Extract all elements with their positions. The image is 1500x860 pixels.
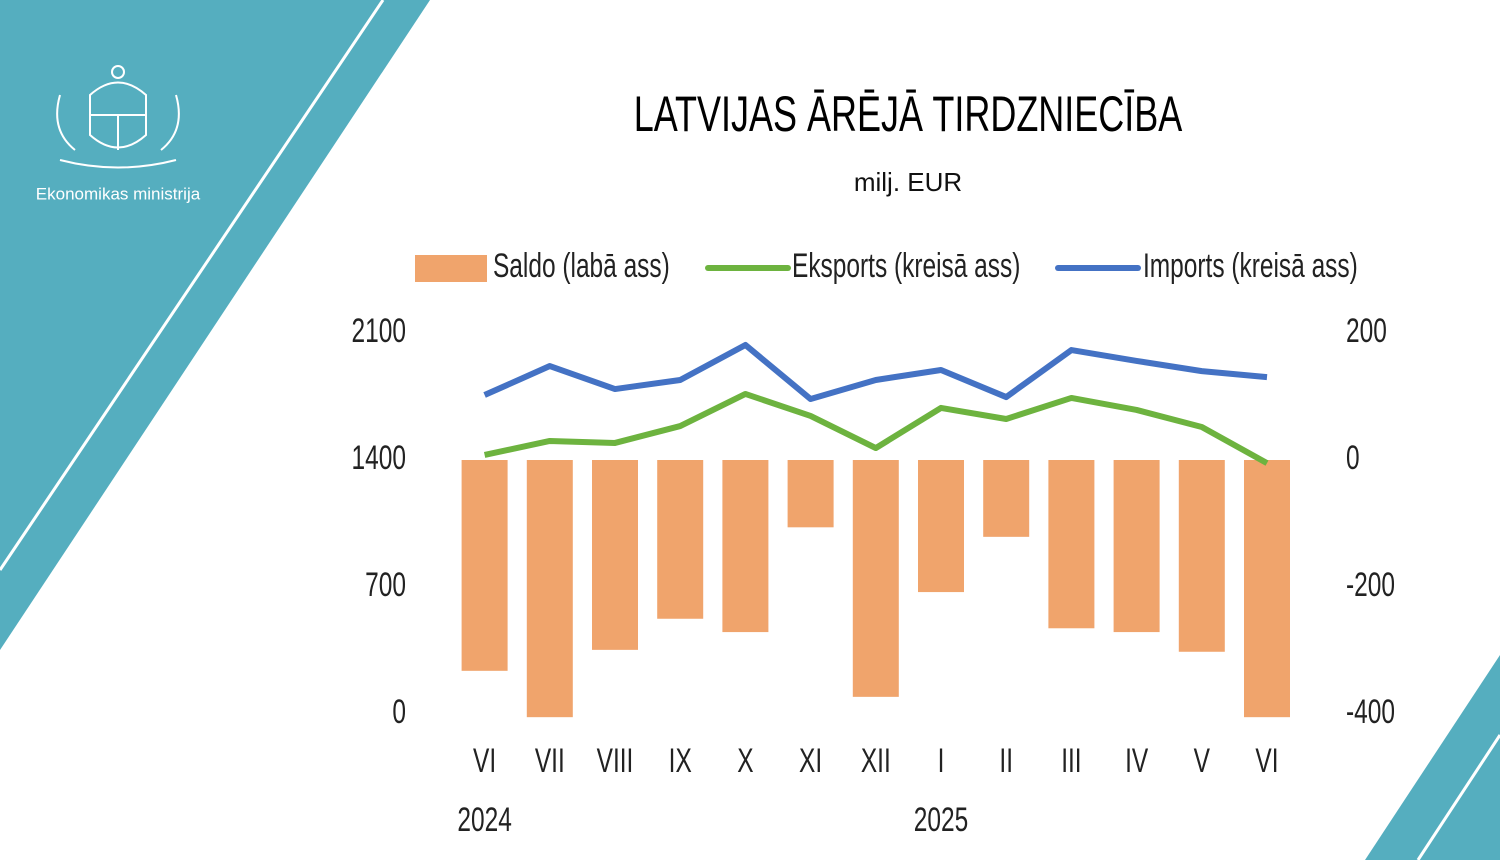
y2-tick-label: 200 <box>1346 312 1387 350</box>
x-tick-label: XI <box>799 742 822 780</box>
bar <box>852 460 899 697</box>
line <box>483 341 1268 403</box>
x-tick-label: II <box>999 742 1013 780</box>
x-tick-label: III <box>1061 742 1081 780</box>
legend-label: Imports (kreisā ass) <box>1143 247 1358 285</box>
y-tick-label: 0 <box>392 693 406 731</box>
bar <box>983 460 1030 537</box>
bar <box>1244 460 1290 718</box>
legend-label: Saldo (labā ass) <box>493 247 670 285</box>
x-tick-label: I <box>938 742 945 780</box>
org-name: Ekonomikas ministrija <box>36 184 201 203</box>
chart-subtitle: milj. EUR <box>854 167 962 197</box>
bar <box>787 460 834 528</box>
bar <box>1178 460 1225 652</box>
bar <box>722 460 769 633</box>
bar <box>1048 460 1095 629</box>
emblem <box>56 65 180 169</box>
bar <box>461 460 508 671</box>
x-tick-label: X <box>737 742 754 780</box>
bar <box>657 460 704 619</box>
bar <box>526 460 573 718</box>
line <box>483 390 1269 466</box>
legend-swatch <box>415 255 487 282</box>
background-shape <box>1365 655 1500 860</box>
year-label: 2024 <box>457 801 511 839</box>
y2-tick-label: 0 <box>1346 439 1360 477</box>
chart-title: LATVIJAS ĀRĒJĀ TIRDZNIECĪBA <box>634 88 1183 143</box>
year-label: 2025 <box>914 801 968 839</box>
x-tick-label: VI <box>473 742 496 780</box>
x-tick-label: V <box>1194 742 1211 780</box>
bar <box>918 460 964 593</box>
bar <box>1113 460 1160 633</box>
background-shape <box>0 0 430 650</box>
legend-label: Eksports (kreisā ass) <box>792 247 1020 285</box>
y-tick-label: 1400 <box>352 439 406 477</box>
decor-line <box>0 0 385 571</box>
y-tick-label: 2100 <box>352 312 406 350</box>
x-tick-label: VI <box>1255 742 1278 780</box>
y2-tick-label: -200 <box>1346 566 1395 604</box>
bar <box>592 460 638 650</box>
decor-line <box>1416 734 1500 860</box>
y2-tick-label: -400 <box>1346 693 1395 731</box>
x-tick-label: VIII <box>597 742 634 780</box>
x-tick-label: IX <box>669 742 692 780</box>
y-tick-label: 700 <box>365 566 406 604</box>
x-tick-label: VII <box>535 742 565 780</box>
x-tick-label: XII <box>861 742 891 780</box>
x-tick-label: IV <box>1125 742 1148 780</box>
